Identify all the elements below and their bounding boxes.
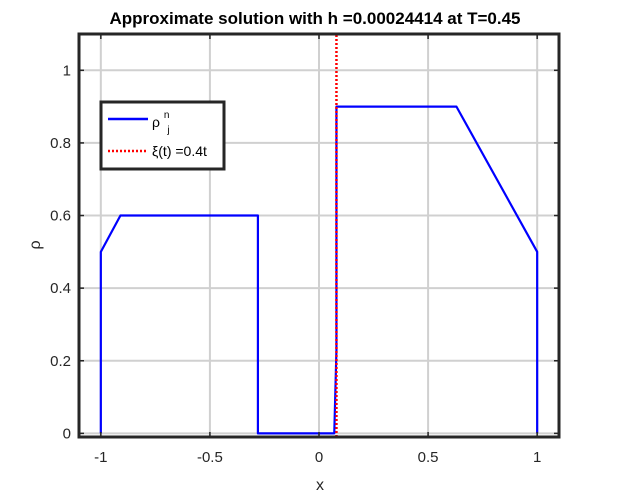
legend-label-density-sub: j xyxy=(166,125,169,136)
x-tick-label-0: -1 xyxy=(94,449,107,466)
series-line-0 xyxy=(99,105,539,435)
axes xyxy=(77,32,561,439)
x-tick-label-3: 0.5 xyxy=(418,449,439,466)
y-axis-label: ρ xyxy=(27,240,44,249)
series-layer xyxy=(99,34,539,437)
x-tick-label-4: 1 xyxy=(533,449,541,466)
chart-title: Approximate solution with h =0.00024414 … xyxy=(110,9,521,28)
y-tick-label-4: 0.8 xyxy=(50,135,71,152)
legend-label-density-main: ρ xyxy=(152,114,160,130)
y-tick-label-0: 0 xyxy=(63,425,71,442)
y-tick-label-3: 0.6 xyxy=(50,208,71,225)
y-tick-label-2: 0.4 xyxy=(50,280,71,297)
grid xyxy=(79,34,559,437)
x-tick-label-1: -0.5 xyxy=(197,449,223,466)
legend-label-density-sup: n xyxy=(164,110,170,121)
y-tick-label-1: 0.2 xyxy=(50,353,71,370)
legend-label-xi: ξ(t) =0.4t xyxy=(152,143,207,159)
legend-box xyxy=(99,100,226,171)
legend-label-density: ρ n j xyxy=(152,105,173,136)
x-tick-label-2: 0 xyxy=(315,449,323,466)
tick-labels: -1 -0.5 0 0.5 1 0 0.2 0.4 0.6 0.8 1 xyxy=(50,62,541,466)
y-tick-label-5: 1 xyxy=(63,62,71,79)
legend: ρ n j ξ(t) =0.4t xyxy=(99,100,226,171)
x-axis-label: x xyxy=(316,477,324,494)
